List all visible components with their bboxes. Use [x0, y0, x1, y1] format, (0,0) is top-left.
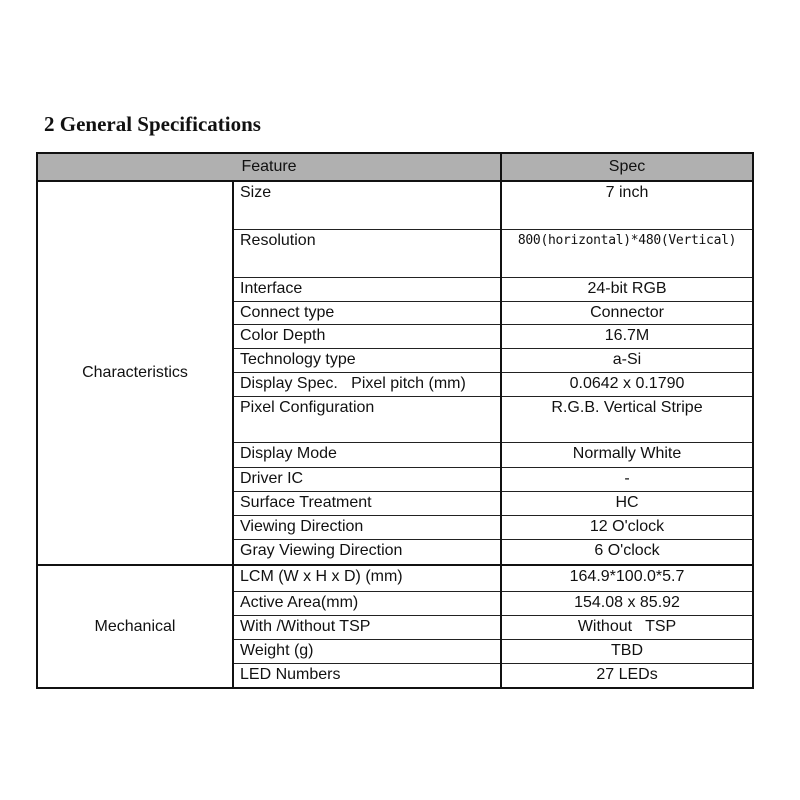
spec-cell: R.G.B. Vertical Stripe — [500, 395, 755, 443]
feature-cell: With /Without TSP — [231, 614, 502, 640]
header-feature: Feature — [35, 152, 503, 182]
feature-cell: Driver IC — [231, 466, 502, 492]
feature-cell: Display Spec. Pixel pitch (mm) — [231, 371, 502, 397]
spec-cell: 800(horizontal)*480(Vertical) — [500, 228, 755, 278]
spec-cell: - — [500, 466, 755, 492]
feature-cell: Color Depth — [231, 323, 502, 349]
spec-cell: 154.08 x 85.92 — [500, 590, 755, 616]
feature-cell: Resolution — [231, 228, 502, 278]
spec-cell: 24-bit RGB — [500, 276, 755, 302]
spec-cell: 0.0642 x 0.1790 — [500, 371, 755, 397]
spec-cell: TBD — [500, 638, 755, 664]
feature-cell: LED Numbers — [231, 662, 502, 689]
table-row: Driver IC - — [37, 466, 755, 492]
feature-cell: Interface — [231, 276, 502, 302]
table-row: Weight (g) TBD — [37, 638, 755, 664]
spec-cell: 6 O'clock — [500, 538, 755, 566]
spec-cell: Connector — [500, 300, 755, 325]
table-row: Surface Treatment HC — [37, 490, 755, 516]
table-row: Connect type Connector — [37, 300, 755, 325]
group-label: Characteristics — [36, 180, 234, 566]
table-row: Display Spec. Pixel pitch (mm) 0.0642 x 0… — [37, 371, 755, 397]
spec-cell: 12 O'clock — [500, 514, 755, 540]
table-row: LED Numbers 27 LEDs — [37, 662, 755, 689]
feature-cell: Active Area(mm) — [231, 590, 502, 616]
feature-cell: Gray Viewing Direction — [231, 538, 502, 566]
feature-cell: Technology type — [231, 347, 502, 373]
feature-cell: Connect type — [231, 300, 502, 325]
spec-cell: 16.7M — [500, 323, 755, 349]
group-label: Mechanical — [36, 564, 234, 689]
header-spec: Spec — [500, 152, 755, 182]
spec-cell: a-Si — [500, 347, 755, 373]
feature-cell: Size — [231, 180, 502, 230]
feature-cell: Viewing Direction — [231, 514, 502, 540]
feature-cell: Pixel Configuration — [231, 395, 502, 443]
table-row: Pixel Configuration R.G.B. Vertical Strip… — [37, 395, 755, 443]
table-row: Mechanical LCM (W x H x D) (mm) 164.9*100.… — [36, 564, 755, 689]
spec-cell: Normally White — [500, 441, 755, 468]
table-row: Color Depth 16.7M — [37, 323, 755, 349]
table-row: Display Mode Normally White — [37, 441, 755, 468]
specifications-table: Feature Spec Characteristics Size 7 inch Re… — [35, 152, 755, 689]
table-row: Viewing Direction 12 O'clock — [37, 514, 755, 540]
table-row: Resolution 800(horizontal)*480(Vertical) — [37, 228, 755, 278]
table-row: Characteristics Size 7 inch — [36, 180, 755, 566]
spec-cell: 27 LEDs — [500, 662, 755, 689]
feature-cell: Surface Treatment — [231, 490, 502, 516]
header-row: Feature Spec — [35, 152, 755, 182]
spec-cell: 7 inch — [500, 180, 755, 230]
spec-cell: Without TSP — [500, 614, 755, 640]
feature-cell: LCM (W x H x D) (mm) — [231, 564, 502, 592]
spec-cell: 164.9*100.0*5.7 — [500, 564, 755, 592]
spec-cell: HC — [500, 490, 755, 516]
table-row: Interface 24-bit RGB — [37, 276, 755, 302]
section-heading: 2 General Specifications — [44, 112, 261, 136]
table-row: With /Without TSP Without TSP — [37, 614, 755, 640]
feature-cell: Display Mode — [231, 441, 502, 468]
feature-cell: Weight (g) — [231, 638, 502, 664]
table-row: Technology type a-Si — [37, 347, 755, 373]
table-row: Gray Viewing Direction 6 O'clock — [37, 538, 755, 566]
